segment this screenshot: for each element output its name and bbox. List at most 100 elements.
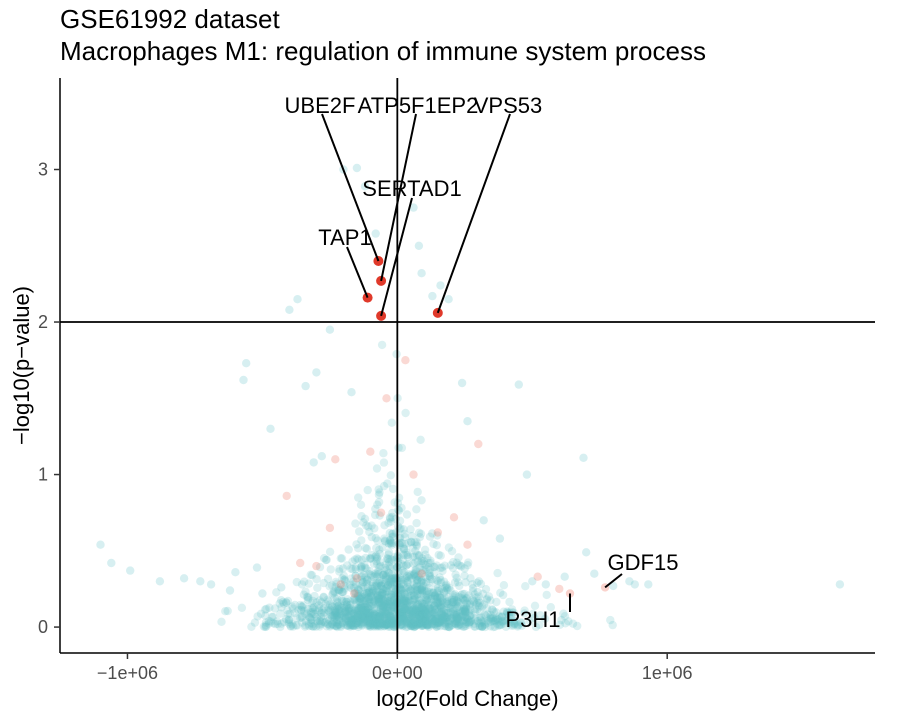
data-point [411,573,421,582]
data-point [402,603,411,612]
data-point [364,612,373,621]
data-point [375,511,384,520]
data-point [346,622,355,631]
data-point [384,614,394,624]
data-point [374,593,384,603]
data-point [374,612,384,621]
data-point [264,619,274,628]
y-tick-label: 0 [38,617,48,637]
data-point [381,600,390,609]
data-point [382,620,391,629]
data-point [459,622,468,631]
data-point [385,611,395,620]
data-point [303,592,313,601]
data-point [381,600,391,609]
data-point [422,564,431,573]
data-point [513,622,522,631]
data-point [356,602,365,611]
data-point [408,611,417,620]
data-point [367,612,377,621]
data-point [250,618,260,627]
data-point [383,620,392,629]
data-point [403,620,412,629]
data-point [365,587,375,596]
data-point [332,622,342,632]
data-point [459,605,468,614]
data-point [381,588,390,597]
data-point [376,618,385,628]
data-point [460,589,469,599]
data-point [432,597,441,607]
data-point [433,576,442,585]
data-point [339,587,348,597]
data-point [433,531,442,540]
data-point [339,575,349,585]
data-point [413,576,422,585]
data-point [262,622,271,631]
data-point [372,551,381,560]
data-point [417,585,427,595]
data-point [441,619,450,629]
data-point [402,610,411,619]
data-point [351,563,360,572]
data-point [384,581,393,590]
data-point [379,575,388,584]
data-point [400,545,409,554]
data-point [363,603,372,612]
data-point [348,564,357,574]
data-point [422,591,431,600]
data-point [579,453,588,462]
data-point [357,600,366,609]
data-point [461,621,470,631]
data-point [354,605,363,615]
data-point [423,593,432,602]
data-point [500,619,509,628]
data-point [415,610,425,620]
data-point [297,580,307,589]
data-point [354,613,363,622]
data-point [389,574,398,584]
data-point [463,417,472,426]
data-point [291,621,301,630]
data-point [367,589,376,598]
data-point [388,604,397,613]
data-point [400,539,410,549]
data-point [421,608,430,618]
data-point [423,595,432,604]
data-point [272,588,281,597]
data-point [376,581,386,590]
data-point [307,607,316,617]
data-point [428,588,438,597]
data-point [370,614,379,623]
data-point [464,618,473,627]
data-point [403,571,412,581]
data-point [346,600,355,609]
data-point [410,581,419,590]
data-point [356,572,366,581]
data-point [328,589,338,598]
data-point [415,607,424,616]
data-point [401,618,411,627]
data-point [530,613,539,623]
data-point [388,601,397,611]
data-point [369,622,378,631]
data-point [297,612,307,621]
data-point [366,577,376,586]
data-point [434,550,443,560]
data-point [332,618,341,627]
data-point [335,604,344,614]
data-point [340,612,349,621]
data-point [412,538,421,547]
data-point [307,571,317,580]
data-point [357,592,366,601]
data-point [407,611,417,620]
data-point [376,591,385,600]
data-point [365,608,375,617]
data-point [384,607,393,616]
data-point [419,600,428,609]
data-point [420,587,430,596]
data-point [481,619,490,628]
data-point [377,619,386,629]
data-point [368,600,377,609]
data-point [408,552,417,561]
